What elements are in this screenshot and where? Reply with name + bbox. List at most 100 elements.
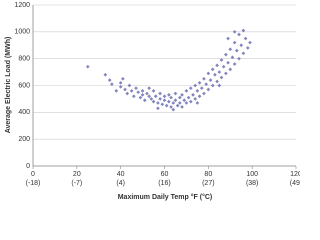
point [147,86,151,91]
point [230,55,235,60]
x-tick-label: 80 [204,171,212,178]
point [164,103,169,108]
point [228,67,233,72]
point [239,43,244,48]
point [131,94,136,99]
point [178,95,182,100]
point [182,98,187,103]
point [237,56,241,61]
point [248,40,252,45]
point [206,87,211,92]
x-tick-label: 20 [73,171,81,178]
point [151,99,156,104]
point [191,93,195,97]
point [184,101,189,105]
point [193,97,198,101]
y-tick-label: 0 [26,163,30,170]
point [195,101,200,105]
point [217,70,222,74]
point [232,40,237,45]
point [125,91,130,96]
point [140,89,145,93]
point [202,76,206,81]
point [156,106,160,111]
point [167,99,171,104]
point [171,107,176,112]
point [219,58,224,62]
point [232,62,237,66]
y-tick-label: 600 [18,82,30,89]
point [173,91,178,96]
y-axis-label: Average Electric Load (MWh) [5,37,12,134]
point [142,98,147,103]
point [158,97,162,101]
point [136,90,141,95]
x-tick-label: 100 [246,171,258,178]
point [129,89,134,93]
point [178,101,182,105]
point [121,76,125,81]
point [237,32,241,37]
point [153,94,158,99]
point [208,78,213,82]
x-axis-label: Maximum Daily Temp °F (°C) [118,193,213,201]
point [184,89,189,93]
point [199,86,204,91]
point [149,97,154,101]
point [140,93,145,97]
point [226,60,230,65]
x-tick-label-celsius: (49) [290,180,300,187]
x-tick-label-celsius: (-18) [26,180,41,187]
point [186,95,191,100]
point [175,103,180,108]
point [210,67,215,72]
point [147,94,151,99]
x-tick-label-celsius: (38) [246,180,258,187]
point [127,83,132,88]
point [169,95,173,100]
point [224,52,228,57]
point [219,75,224,80]
point [134,86,138,91]
y-tick-label: 1000 [14,29,30,36]
y-tick-label: 200 [18,136,30,143]
x-tick-label-celsius: (4) [116,180,125,187]
point [158,91,162,96]
point [138,95,143,100]
point [123,87,127,92]
point [114,89,119,93]
point [107,78,112,82]
point [206,71,211,76]
point [204,82,208,86]
point [160,102,165,107]
point [180,105,184,109]
y-tick-label: 400 [18,109,30,116]
y-tick-label: 800 [18,56,30,63]
point [167,93,171,97]
point [224,71,228,76]
point [221,64,226,69]
point [195,89,200,93]
x-tick-label: 0 [31,171,35,178]
x-tick-label: 40 [117,171,125,178]
x-tick-label: 60 [161,171,169,178]
point [188,99,193,104]
point [162,98,167,103]
point [162,94,167,99]
x-tick-label-celsius: (-7) [71,180,82,187]
point [215,63,219,68]
point [241,51,246,56]
point [171,101,176,105]
point [173,98,178,103]
point [103,72,108,77]
point [226,36,230,41]
point [232,29,237,34]
point [169,105,173,109]
point [193,83,198,88]
point [110,82,114,86]
point [180,93,184,97]
point [85,64,90,69]
point [215,79,219,84]
point [228,47,233,52]
point [213,72,217,77]
